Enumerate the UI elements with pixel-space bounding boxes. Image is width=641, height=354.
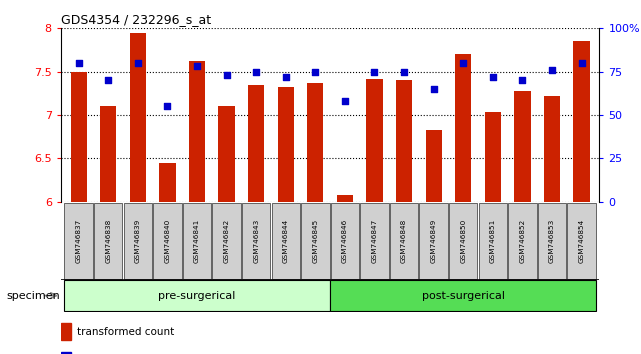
Text: GSM746848: GSM746848	[401, 218, 407, 263]
Bar	[479, 202, 507, 279]
Bar	[189, 61, 205, 202]
Bar	[390, 202, 419, 279]
Bar	[330, 280, 596, 311]
Bar	[426, 130, 442, 202]
Bar	[514, 91, 531, 202]
Bar	[331, 202, 359, 279]
Text: GSM746846: GSM746846	[342, 218, 348, 263]
Point	[429, 86, 439, 92]
Bar	[61, 352, 71, 354]
Bar	[419, 202, 448, 279]
Bar	[544, 96, 560, 202]
Point	[340, 98, 350, 104]
Bar	[396, 80, 412, 202]
Text: specimen: specimen	[6, 291, 60, 301]
Point	[281, 74, 291, 80]
Bar	[248, 85, 264, 202]
Bar	[242, 202, 271, 279]
Point	[517, 78, 528, 83]
Text: GSM746851: GSM746851	[490, 218, 496, 263]
Text: GSM746841: GSM746841	[194, 218, 200, 263]
Text: GSM746849: GSM746849	[431, 218, 437, 263]
Text: GSM746843: GSM746843	[253, 218, 259, 263]
Bar	[485, 113, 501, 202]
Bar	[508, 202, 537, 279]
Bar	[183, 202, 211, 279]
Text: GSM746844: GSM746844	[283, 218, 288, 263]
Text: GSM746842: GSM746842	[224, 218, 229, 263]
Point	[251, 69, 262, 75]
Point	[133, 60, 143, 66]
Bar	[574, 41, 590, 202]
Point	[399, 69, 409, 75]
Text: GSM746847: GSM746847	[372, 218, 378, 263]
Text: GSM746845: GSM746845	[312, 218, 319, 263]
Text: post-surgerical: post-surgerical	[422, 291, 504, 301]
Bar	[272, 202, 300, 279]
Bar	[159, 163, 176, 202]
Bar	[100, 106, 117, 202]
Point	[192, 64, 202, 69]
Text: GSM746840: GSM746840	[164, 218, 171, 263]
Text: GSM746850: GSM746850	[460, 218, 466, 263]
Point	[458, 60, 469, 66]
Bar	[219, 106, 235, 202]
Bar	[212, 202, 241, 279]
Bar	[455, 54, 471, 202]
Bar	[367, 79, 383, 202]
Text: GDS4354 / 232296_s_at: GDS4354 / 232296_s_at	[61, 13, 211, 26]
Bar	[301, 202, 329, 279]
Point	[74, 60, 84, 66]
Text: GSM746852: GSM746852	[519, 218, 526, 263]
Bar	[153, 202, 181, 279]
Point	[488, 74, 498, 80]
Bar	[129, 33, 146, 202]
Bar	[124, 202, 152, 279]
Bar	[360, 202, 388, 279]
Bar	[94, 202, 122, 279]
Text: transformed count: transformed count	[77, 327, 174, 337]
Text: GSM746838: GSM746838	[105, 218, 112, 263]
Bar	[64, 280, 330, 311]
Bar	[65, 202, 93, 279]
Bar	[307, 83, 324, 202]
Point	[103, 78, 113, 83]
Text: GSM746854: GSM746854	[579, 218, 585, 263]
Bar	[567, 202, 595, 279]
Bar	[337, 195, 353, 202]
Text: pre-surgerical: pre-surgerical	[158, 291, 236, 301]
Point	[369, 69, 379, 75]
Text: GSM746853: GSM746853	[549, 218, 555, 263]
Point	[310, 69, 320, 75]
Point	[221, 72, 231, 78]
Bar	[71, 72, 87, 202]
Bar	[449, 202, 478, 279]
Bar	[538, 202, 566, 279]
Text: GSM746837: GSM746837	[76, 218, 81, 263]
Point	[576, 60, 587, 66]
Text: GSM746839: GSM746839	[135, 218, 141, 263]
Point	[162, 103, 172, 109]
Point	[547, 67, 557, 73]
Bar	[61, 324, 71, 340]
Bar	[278, 87, 294, 202]
